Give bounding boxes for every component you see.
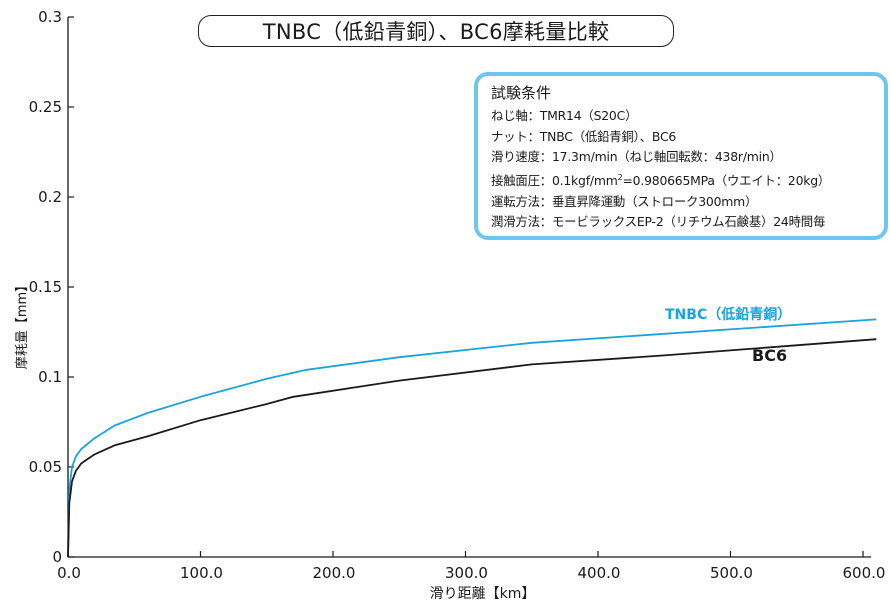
chart-title-text: TNBC（低鉛青銅）、BC6摩耗量比較	[262, 20, 610, 44]
condition-speed: 滑り速度：17.3m/min（ねじ軸回転数：438r/min）	[491, 149, 782, 165]
conditions-title: 試験条件	[491, 84, 552, 102]
x-tick-label: 100.0	[180, 564, 223, 582]
y-tick-label: 0.25	[29, 98, 62, 116]
condition-method: 運転方法：垂直昇降運動（ストローク300mm）	[491, 193, 758, 209]
y-tick-label: 0.05	[29, 458, 62, 476]
series-line-bc6	[67, 338, 877, 558]
y-tick-label: 0	[52, 548, 62, 566]
x-tick-label: 500.0	[710, 564, 753, 582]
x-axis-label: 滑り距離【km】	[430, 585, 536, 602]
condition-pressure-exponent: 2	[617, 172, 623, 182]
condition-pressure-main: 接触面圧：0.1kgf/mm	[491, 172, 618, 188]
condition-pressure: 接触面圧：0.1kgf/mm2=0.980665MPa（ウエイト：20kg）	[491, 168, 884, 192]
condition-lubrication: 潤滑方法：モービラックスEP-2（リチウム石鹸基）24時間毎	[491, 214, 826, 230]
series-label-bc6: BC6	[752, 346, 787, 365]
y-tick-label: 0.3	[38, 8, 62, 26]
chart-title: TNBC（低鉛青銅）、BC6摩耗量比較	[198, 15, 674, 47]
condition-pressure-rest: =0.980665MPa（ウエイト：20kg）	[622, 172, 831, 188]
x-tick-label: 0.0	[57, 564, 81, 582]
y-axis-label: 摩耗量【mm】	[14, 279, 30, 369]
x-tick-label: 400.0	[578, 564, 621, 582]
y-tick-label: 0.15	[29, 278, 62, 296]
series-line-tnbc	[67, 318, 877, 558]
x-tick-label: 600.0	[843, 564, 886, 582]
x-tick-label: 300.0	[445, 564, 488, 582]
series-label-tnbc: TNBC（低鉛青銅）	[665, 306, 791, 323]
y-tick-label: 0.2	[38, 188, 62, 206]
condition-screw-shaft: ねじ軸：TMR14（S20C）	[491, 108, 638, 123]
test-conditions-box: 試験条件 ねじ軸：TMR14（S20C） ナット：TNBC（低鉛青銅）、BC6 …	[474, 72, 888, 240]
y-tick-label: 0.1	[38, 368, 62, 386]
x-tick-label: 200.0	[313, 564, 356, 582]
condition-nut: ナット：TNBC（低鉛青銅）、BC6	[491, 128, 677, 144]
